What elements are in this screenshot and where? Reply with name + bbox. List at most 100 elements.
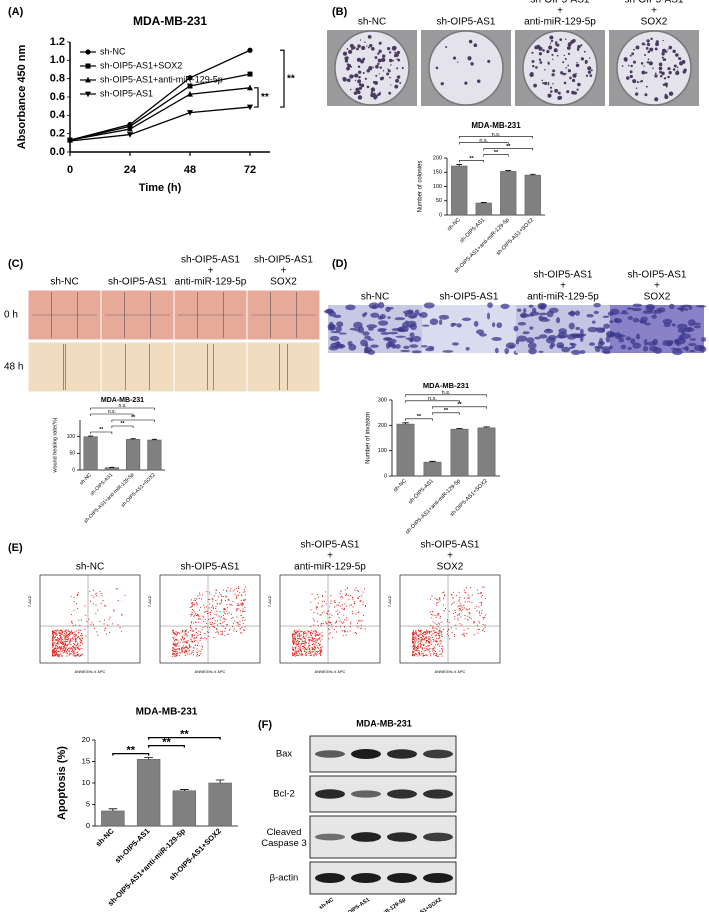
- event: [204, 633, 206, 635]
- y-tick-label: 0.0: [50, 146, 65, 158]
- event: [197, 595, 199, 597]
- event: [212, 623, 214, 625]
- event: [172, 649, 174, 651]
- event: [230, 613, 232, 615]
- event: [350, 604, 352, 606]
- event: [209, 593, 211, 595]
- significance-bracket: [405, 400, 460, 403]
- event: [430, 631, 432, 633]
- event: [296, 644, 298, 646]
- colony: [575, 72, 577, 75]
- event: [59, 653, 61, 655]
- event: [314, 630, 316, 632]
- event: [418, 634, 420, 636]
- event: [238, 608, 240, 610]
- event: [312, 650, 314, 652]
- event: [104, 627, 106, 629]
- event: [55, 639, 57, 641]
- event: [429, 631, 431, 633]
- panel-label: (D): [332, 258, 348, 270]
- event: [242, 599, 244, 601]
- event: [421, 647, 423, 649]
- event: [230, 603, 232, 605]
- event: [339, 611, 341, 613]
- event: [328, 610, 330, 612]
- colony: [364, 41, 366, 43]
- colony: [392, 59, 394, 62]
- cell: [473, 320, 479, 327]
- event: [54, 640, 56, 642]
- event: [415, 633, 417, 635]
- event: [454, 611, 456, 613]
- event: [100, 602, 102, 604]
- event: [182, 636, 184, 638]
- event: [67, 649, 69, 651]
- event: [448, 628, 450, 630]
- event: [224, 595, 226, 597]
- bar: [172, 790, 197, 827]
- colony: [377, 52, 380, 55]
- event: [183, 639, 185, 641]
- cell: [517, 321, 527, 326]
- event: [242, 608, 244, 610]
- event: [423, 631, 425, 633]
- colony: [641, 42, 645, 46]
- significance-bracket: [432, 412, 460, 415]
- event: [228, 612, 230, 614]
- cell: [682, 346, 690, 351]
- event: [193, 599, 195, 601]
- event: [68, 633, 70, 635]
- event: [317, 606, 319, 608]
- event: [311, 644, 313, 646]
- event: [417, 638, 419, 640]
- event: [55, 647, 57, 649]
- event: [61, 629, 63, 631]
- event: [58, 629, 60, 631]
- cell: [465, 346, 470, 351]
- cell: [461, 317, 472, 321]
- event: [78, 629, 80, 631]
- event: [236, 595, 238, 597]
- event: [195, 640, 197, 642]
- colony: [667, 48, 669, 50]
- event: [212, 626, 214, 628]
- event: [478, 628, 480, 630]
- event: [225, 624, 227, 626]
- event: [297, 651, 299, 653]
- event: [310, 634, 312, 636]
- colony: [563, 54, 566, 57]
- event: [431, 617, 433, 619]
- colony: [566, 46, 571, 50]
- colony: [381, 59, 384, 61]
- event: [320, 640, 322, 642]
- event: [243, 599, 245, 601]
- event: [229, 590, 231, 592]
- event: [313, 648, 315, 650]
- event: [58, 653, 60, 655]
- colony: [646, 39, 650, 43]
- event: [294, 631, 296, 633]
- chart-title: MDA-MB-231: [471, 121, 521, 130]
- cell: [335, 326, 342, 332]
- cell: [362, 313, 366, 318]
- event: [302, 637, 304, 639]
- event: [196, 633, 198, 635]
- event: [292, 646, 294, 648]
- event: [229, 628, 231, 630]
- event: [439, 598, 441, 600]
- event: [413, 633, 415, 635]
- event: [458, 600, 460, 602]
- cell: [505, 342, 516, 349]
- event: [457, 619, 459, 621]
- event: [73, 631, 75, 633]
- event: [428, 642, 430, 644]
- colony: [549, 42, 552, 44]
- event: [303, 642, 305, 644]
- event: [181, 646, 183, 648]
- flow-x-label: ANNEXIN-V APC: [75, 669, 106, 674]
- event: [183, 648, 185, 650]
- event: [437, 633, 439, 635]
- event: [56, 648, 58, 650]
- event: [418, 629, 420, 631]
